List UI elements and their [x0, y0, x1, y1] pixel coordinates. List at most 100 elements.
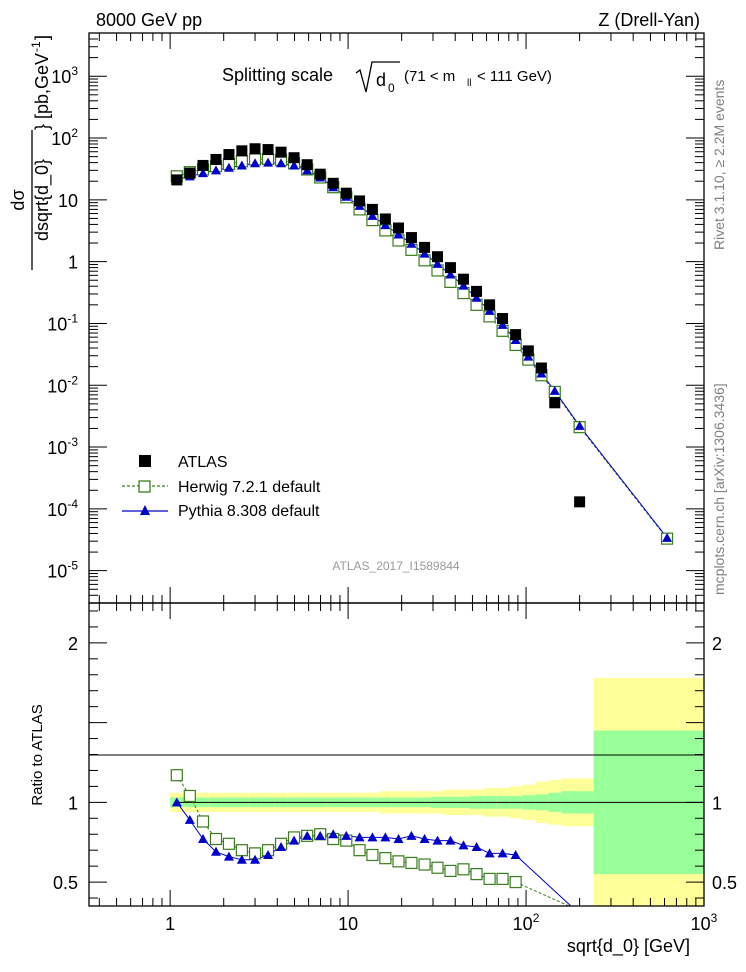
main-panel: 10-5 10-4 10-3 10-2 10-1 1 10 102 103: [47, 32, 705, 604]
x-tick-label: 1: [165, 914, 175, 934]
herwig-ratio-point: [379, 852, 392, 865]
atlas-point: [171, 174, 183, 186]
atlas-point: [340, 187, 352, 199]
herwig-line: [176, 158, 668, 539]
pythia-ratio-point: [393, 834, 404, 844]
ratio-y-axis-label: Ratio to ATLAS: [29, 704, 46, 805]
ylabel-unit-exponent: -1: [29, 41, 43, 52]
herwig-ratio-point: [392, 855, 405, 868]
atlas-point: [419, 241, 431, 253]
ratio-y-tick-label: 2: [68, 634, 78, 654]
atlas-point: [197, 159, 209, 171]
title-sqrt-sub: 0: [388, 81, 395, 95]
y-tick-label: 102: [51, 126, 78, 149]
header-right: Z (Drell-Yan): [598, 10, 700, 30]
atlas-point: [484, 299, 496, 311]
pythia-ratio-point: [484, 848, 495, 858]
herwig-ratio-point: [405, 856, 418, 870]
pythia-point: [223, 162, 234, 172]
pythia-ratio-point: [276, 841, 287, 851]
atlas-point: [236, 145, 248, 157]
pythia-ratio-point: [471, 841, 482, 851]
title-prefix: Splitting scale: [222, 65, 333, 85]
x-axis-label: sqrt{d_0} [GeV]: [567, 936, 690, 957]
pythia-point: [574, 420, 585, 430]
pythia-point: [198, 168, 209, 178]
ratio-y-tick-labels: 0.5 0.5 1 1 2 2: [53, 634, 737, 893]
atlas-point: [223, 149, 235, 161]
y-tick-label: 10-4: [47, 497, 78, 520]
main-ticks: [89, 32, 705, 604]
pythia-ratio-point: [341, 830, 352, 840]
ratio-y-tick-label: 0.5: [53, 873, 78, 893]
pythia-point: [471, 292, 482, 302]
atlas-point: [497, 313, 509, 325]
pythia-point: [236, 160, 247, 170]
pythia-ratio-point: [458, 840, 469, 850]
y-tick-label: 10-1: [47, 311, 78, 334]
legend-marker-atlas: [139, 455, 151, 467]
ratio-y-tick-label-right: 2: [712, 634, 722, 654]
atlas-point: [288, 152, 300, 164]
pythia-point: [549, 385, 560, 395]
x-tick-label: 103: [691, 911, 718, 934]
pythia-point: [210, 165, 221, 175]
pythia-ratio-point: [497, 848, 508, 858]
pythia-ratio-point: [250, 854, 261, 864]
pythia-point: [458, 280, 469, 290]
herwig-ratio-point: [353, 844, 366, 857]
legend-marker-herwig: [138, 480, 151, 493]
ylabel-numerator: dσ: [8, 189, 28, 210]
herwig-ratio-point: [366, 848, 379, 862]
herwig-ratio-point: [470, 868, 483, 881]
atlas-point: [574, 496, 586, 508]
atlas-point: [444, 262, 456, 274]
atlas-point: [522, 345, 534, 357]
title-cut-open: (71 < m: [404, 68, 455, 85]
ratio-ticks: [89, 603, 705, 906]
title-sqrt-arg: d: [376, 70, 386, 90]
y-tick-label: 103: [51, 64, 78, 87]
herwig-ratio-point: [170, 769, 183, 782]
pythia-ratio-point: [510, 849, 521, 859]
legend-label-herwig: Herwig 7.2.1 default: [178, 479, 321, 496]
pythia-point: [250, 158, 261, 168]
main-series: [170, 143, 674, 545]
x-tick-label: 10: [338, 914, 358, 934]
atlas-point: [314, 168, 326, 180]
x-tick-label: 102: [513, 911, 540, 934]
pythia-ratio-point: [380, 832, 391, 842]
ratio-y-tick-label-right: 1: [712, 793, 722, 813]
pythia-point: [432, 258, 443, 268]
ratio-panel: 0.5 0.5 1 1 2 2 1 10 102 103: [53, 602, 737, 934]
pythia-point: [393, 229, 404, 239]
ratio-y-tick-label: 1: [68, 793, 78, 813]
atlas-point: [405, 232, 417, 244]
legend-marker-pythia: [140, 505, 150, 515]
pythia-point: [380, 220, 391, 230]
herwig-ratio-point: [209, 832, 223, 846]
header-left: 8000 GeV pp: [96, 10, 202, 30]
pythia-ratio-point: [263, 849, 274, 859]
ylabel-unit: } [pb,GeV: [32, 53, 52, 130]
legend-label-pythia: Pythia 8.308 default: [178, 503, 320, 520]
atlas-point: [457, 273, 469, 285]
title-cut-sub: ll: [467, 78, 471, 89]
pythia-point: [445, 269, 456, 279]
herwig-ratio-point: [496, 872, 509, 885]
pythia-point: [419, 248, 430, 258]
atlas-point: [275, 146, 287, 158]
atlas-point: [535, 362, 547, 374]
sqrt-sign: [355, 61, 400, 93]
pythia-ratio-point: [419, 834, 430, 844]
ratio-series: [170, 769, 572, 906]
pythia-ratio-point: [367, 832, 378, 842]
pythia-point: [263, 157, 274, 167]
atlas-point: [184, 167, 196, 179]
atlas-point: [249, 143, 261, 155]
pythia-ratio-point: [171, 797, 182, 807]
analysis-id: ATLAS_2017_I1589844: [332, 559, 460, 573]
atlas-point: [379, 213, 391, 225]
y-tick-label: 10-5: [47, 559, 78, 582]
